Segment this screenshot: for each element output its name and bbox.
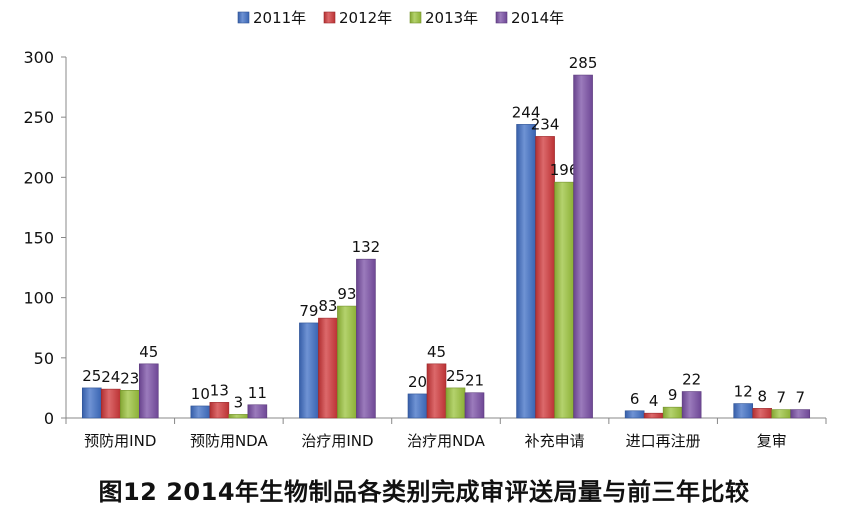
- x-tick-label: 复审: [757, 432, 787, 450]
- legend-swatch: [495, 11, 508, 24]
- bar: [771, 409, 792, 419]
- data-label: 21: [465, 372, 484, 390]
- bar: [516, 124, 536, 419]
- bar: [464, 392, 485, 419]
- bar: [356, 258, 376, 419]
- legend-label: 2011年: [253, 9, 306, 27]
- x-tick-label: 预防用NDA: [190, 432, 269, 450]
- y-tick-label: 150: [23, 229, 54, 248]
- x-tick-label: 进口再注册: [626, 432, 701, 450]
- x-tick-label: 预防用IND: [84, 432, 156, 450]
- data-label: 11: [248, 384, 267, 402]
- data-label: 196: [550, 161, 579, 179]
- bar: [247, 404, 268, 419]
- data-label: 13: [210, 381, 229, 399]
- bar: [681, 391, 702, 419]
- legend-swatch: [237, 11, 250, 24]
- chart-title: 图12 2014年生物制品各类别完成审评送局量与前三年比较: [98, 478, 750, 506]
- data-label: 24: [101, 368, 120, 386]
- bar: [733, 403, 754, 419]
- bar: [337, 305, 357, 419]
- bar: [299, 322, 319, 419]
- data-label: 10: [191, 385, 210, 403]
- bar: [209, 402, 230, 419]
- data-label: 285: [569, 54, 598, 72]
- y-tick-label: 300: [23, 48, 54, 67]
- data-label: 23: [120, 369, 139, 387]
- data-label: 83: [318, 297, 337, 315]
- legend-label: 2012年: [339, 9, 392, 27]
- legend-label: 2013年: [425, 9, 478, 27]
- y-tick-label: 50: [34, 349, 54, 368]
- data-label: 234: [531, 115, 560, 133]
- bar: [407, 393, 428, 419]
- data-label: 45: [139, 343, 158, 361]
- bar: [624, 410, 645, 419]
- legend-swatch: [409, 11, 422, 24]
- legend-label: 2014年: [511, 9, 564, 27]
- y-tick-label: 100: [23, 289, 54, 308]
- bar: [752, 408, 773, 419]
- legend-swatch: [323, 11, 336, 24]
- data-label: 7: [776, 389, 786, 407]
- bar: [662, 406, 683, 419]
- data-label: 9: [668, 386, 678, 404]
- bar: [554, 181, 574, 419]
- data-label: 3: [234, 393, 244, 411]
- data-label: 7: [795, 389, 805, 407]
- x-tick-label: 补充申请: [525, 432, 585, 450]
- bar: [445, 387, 466, 419]
- y-tick-label: 0: [44, 409, 54, 428]
- data-label: 25: [82, 367, 101, 385]
- bar: [643, 412, 664, 419]
- x-tick-label: 治疗用NDA: [407, 432, 486, 450]
- bar: [100, 388, 121, 419]
- data-label: 8: [757, 387, 767, 405]
- bar: [573, 74, 593, 419]
- data-label: 20: [408, 373, 427, 391]
- data-label: 25: [446, 367, 465, 385]
- y-tick-label: 200: [23, 168, 54, 187]
- data-label: 79: [299, 302, 318, 320]
- data-label: 12: [734, 383, 753, 401]
- bar: [190, 405, 211, 419]
- x-tick-label: 治疗用IND: [301, 432, 373, 450]
- data-label: 45: [427, 343, 446, 361]
- data-label: 132: [352, 238, 381, 256]
- y-tick-label: 250: [23, 108, 54, 127]
- data-label: 22: [682, 371, 701, 389]
- data-label: 244: [512, 103, 541, 121]
- data-label: 6: [630, 390, 640, 408]
- bar: [138, 363, 159, 419]
- data-label: 4: [649, 392, 659, 410]
- bar-chart: 0 50 100 150 200 250 300 预防用IND 预防用NDA 治疗用IND 治疗用N…: [23, 9, 827, 450]
- bar: [426, 363, 447, 419]
- bar: [318, 317, 338, 419]
- bar: [790, 409, 811, 419]
- bar: [228, 414, 249, 419]
- bar: [81, 387, 102, 419]
- bar: [119, 390, 140, 419]
- data-label: 93: [337, 285, 356, 303]
